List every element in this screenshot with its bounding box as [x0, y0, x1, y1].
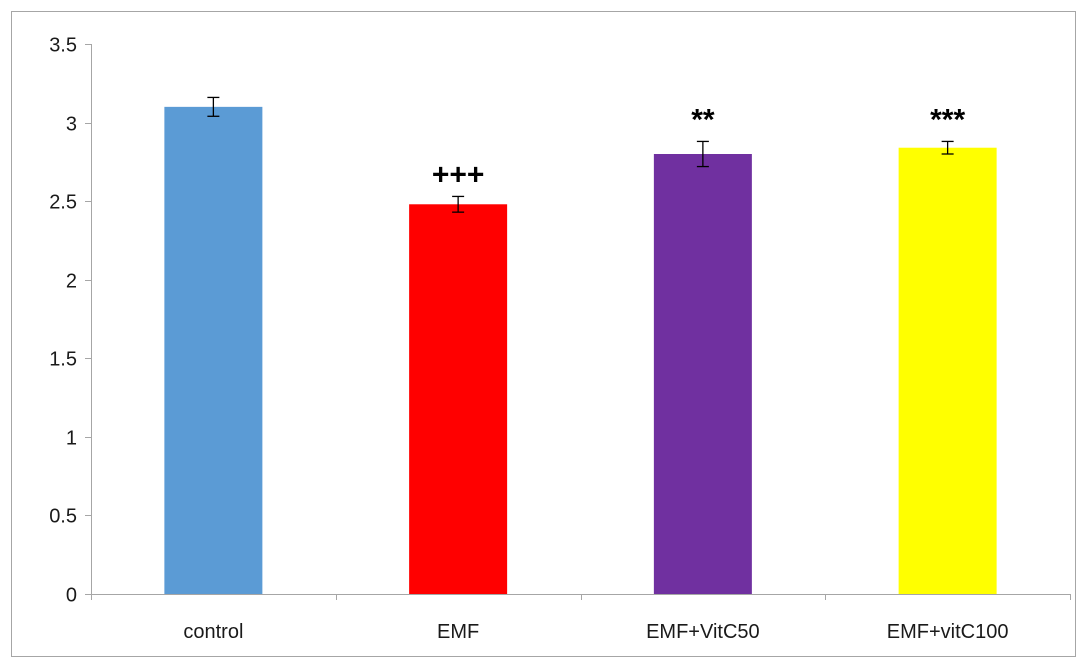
- error-bar: [452, 195, 465, 213]
- x-category-label: EMF+vitC100: [887, 621, 1009, 643]
- bars-group: [164, 106, 997, 595]
- error-bar: [207, 96, 220, 117]
- category-labels-group: control EMF EMF+VitC50 EMF+vitC100: [183, 621, 1008, 643]
- y-tick-label: 2: [66, 271, 77, 293]
- y-tick-label: 3.5: [49, 35, 77, 57]
- significance-label: +++: [432, 158, 485, 191]
- x-category-label: EMF: [437, 621, 479, 643]
- x-category-label: control: [183, 621, 243, 643]
- error-bar: [941, 140, 954, 155]
- bar-emf-vitc100: [898, 147, 997, 594]
- y-tick-label: 1: [66, 428, 77, 450]
- annotations-group: +++** ***: [432, 103, 966, 191]
- y-tick-label: 2.5: [49, 192, 77, 214]
- y-tick-label: 3: [66, 114, 77, 136]
- bar-emf: [409, 204, 508, 595]
- significance-label: **: [691, 103, 715, 136]
- error-bars-group: [207, 96, 954, 213]
- y-axis-ticks: 0 0.5 1 1.5 2 2.5 3 3.5: [49, 35, 91, 607]
- error-bar: [696, 140, 709, 168]
- y-tick-label: 0: [66, 585, 77, 607]
- y-tick-label: 1.5: [49, 349, 77, 371]
- x-axis-ticks: [91, 594, 1071, 600]
- significance-label: ***: [930, 103, 965, 136]
- x-category-label: EMF+VitC50: [646, 621, 760, 643]
- bar-emf-vitc50: [653, 154, 752, 594]
- bar-control: [164, 106, 263, 594]
- y-tick-label: 0.5: [49, 506, 77, 528]
